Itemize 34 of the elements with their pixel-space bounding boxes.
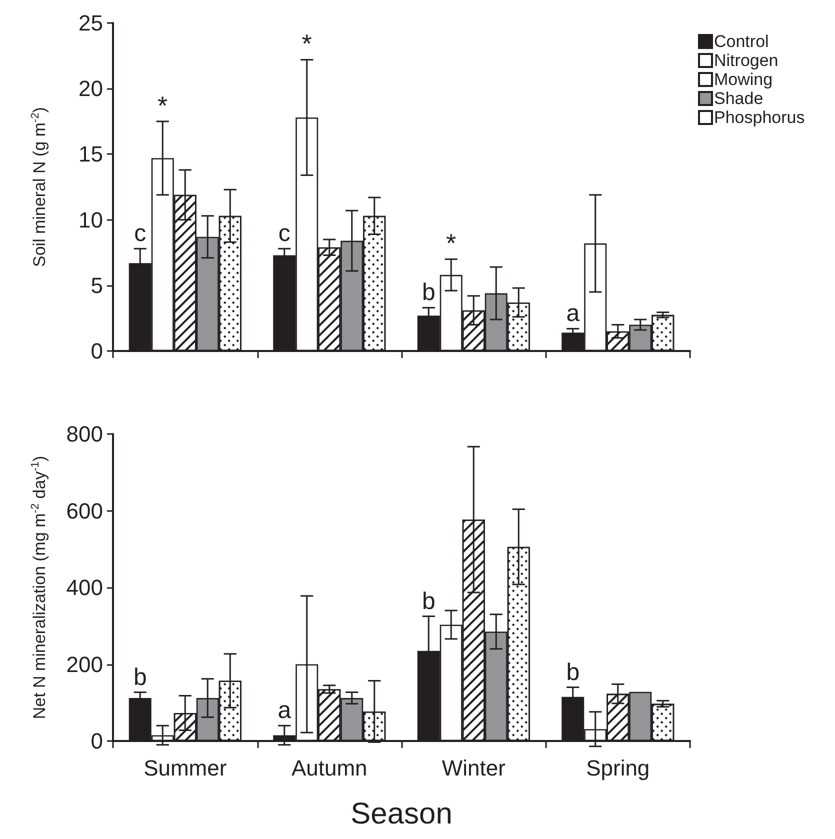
data-label: *	[446, 228, 456, 258]
data-label: b	[133, 664, 147, 691]
data-label: *	[158, 90, 168, 120]
data-label: b	[422, 279, 436, 306]
y-tick-label: 200	[66, 652, 103, 677]
y-tick-label: 10	[78, 207, 103, 232]
legend-label: Nitrogen	[714, 51, 778, 70]
y-axis-title: Net N mineralization (mg m-2 day-1)	[30, 456, 49, 720]
data-label: a	[566, 300, 580, 328]
x-tick-label: Summer	[144, 756, 227, 780]
x-tick-label: Winter	[442, 756, 506, 780]
y-tick-label: 800	[66, 422, 103, 446]
data-label: b	[566, 658, 580, 686]
x-axis-title: Season	[350, 798, 452, 830]
legend-label: Mowing	[714, 70, 773, 89]
data-label: c	[278, 220, 290, 248]
data-label: *	[302, 28, 312, 59]
legend-label: Control	[714, 32, 769, 51]
y-tick-label: 5	[90, 272, 103, 298]
x-tick-label: Spring	[586, 756, 650, 780]
data-label: a	[278, 697, 292, 724]
x-tick-label: Autumn	[291, 756, 368, 780]
y-tick-label: 400	[66, 575, 103, 600]
y-tick-label: 0	[90, 338, 103, 364]
y-tick-label: 0	[90, 728, 103, 754]
legend-label: Shade	[714, 89, 764, 108]
data-label: c	[134, 220, 146, 248]
y-tick-label: 25	[78, 10, 103, 36]
data-label: b	[422, 588, 436, 615]
legend-label: Phosphorus	[714, 108, 805, 127]
y-tick-label: 15	[78, 142, 103, 167]
y-tick-label: 20	[78, 76, 103, 102]
y-tick-label: 600	[66, 498, 103, 524]
y-axis-title: Soil mineral N (g m-2)	[30, 107, 49, 267]
